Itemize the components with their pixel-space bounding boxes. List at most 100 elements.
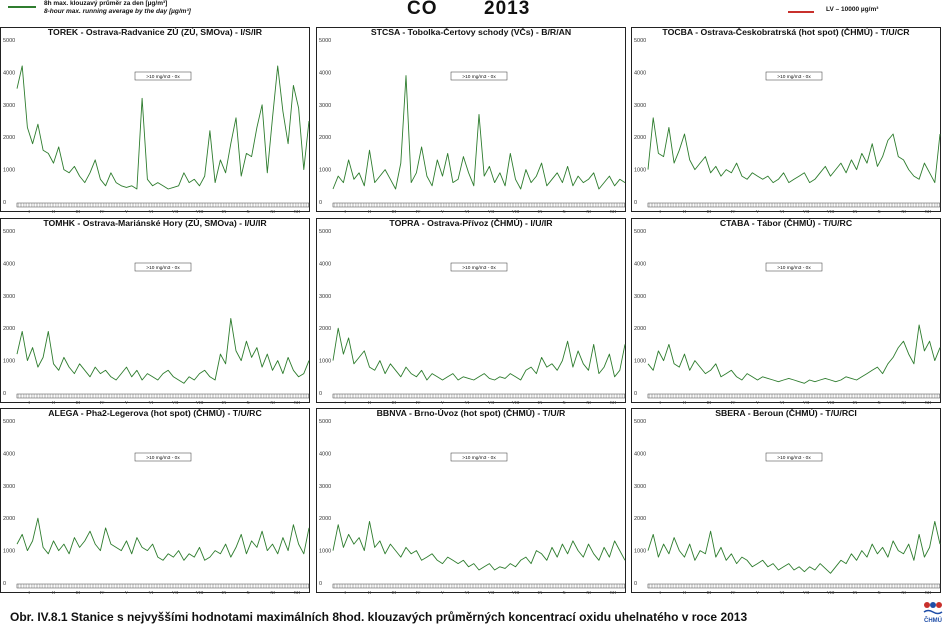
annotation: >10 mg/m3 - 0x: [765, 452, 823, 462]
legend-series-swatch: [8, 6, 36, 8]
x-tick-label: XI: [270, 209, 275, 213]
x-axis-band: [647, 202, 941, 208]
x-tick-label: III: [76, 209, 81, 213]
y-tick-label: 2000: [634, 135, 646, 141]
annotation-text: >10 mg/m3 - 0x: [462, 265, 496, 271]
chart-title: TOPRA - Ostrava-Přívoz (ČHMÚ) - I/U/IR: [389, 218, 553, 228]
x-tick-label: XII: [925, 590, 932, 594]
annotation-text: >10 mg/m3 - 0x: [462, 74, 496, 80]
x-tick-label: VII: [803, 590, 810, 594]
x-tick-label: IV: [100, 209, 105, 213]
x-tick-label: IX: [537, 590, 542, 594]
y-tick-label: 3000: [319, 103, 331, 109]
annotation-text: >10 mg/m3 - 0x: [462, 455, 496, 461]
chart-panel: TOMHK - Ostrava-Mariánské Hory (ZÚ, SMOv…: [0, 218, 310, 404]
annotation-box: [450, 452, 508, 462]
series-line: [332, 327, 626, 381]
x-tick-label: XII: [294, 209, 301, 213]
x-tick-label: VIII: [512, 209, 520, 213]
y-tick-label: 0: [634, 581, 637, 587]
x-tick-label: V: [756, 400, 760, 404]
y-tick-label: 2000: [3, 326, 15, 332]
x-axis-band: [16, 583, 310, 589]
y-tick-label: 2000: [3, 516, 15, 522]
annotation-text: >10 mg/m3 - 0x: [777, 455, 811, 461]
x-tick-label: VII: [172, 209, 179, 213]
x-tick-label: X: [563, 209, 567, 213]
x-tick-label: II: [52, 590, 55, 594]
x-tick-label: XI: [270, 590, 275, 594]
x-axis-band: [332, 583, 626, 589]
legend-series-label-cz: 8h max. klouzavý průměr za den [µg/m³]: [44, 0, 168, 7]
y-tick-label: 5000: [319, 419, 331, 425]
x-tick-label: IX: [852, 590, 857, 594]
y-tick-label: 3000: [634, 294, 646, 300]
x-tick-label: III: [392, 590, 397, 594]
x-tick-label: IX: [221, 590, 226, 594]
y-tick-label: 1000: [3, 549, 15, 555]
chart-title: BBNVA - Brno-Úvoz (hot spot) (ČHMÚ) - T/…: [376, 408, 566, 418]
chart-title: ALEGA - Pha2-Legerova (hot spot) (ČHMÚ) …: [48, 408, 262, 418]
annotation-text: >10 mg/m3 - 0x: [777, 74, 811, 80]
annotation: >10 mg/m3 - 0x: [134, 71, 192, 81]
x-tick-label: IV: [416, 400, 421, 404]
x-tick-label: II: [683, 400, 686, 404]
x-tick-label: IX: [852, 209, 857, 213]
y-tick-label: 1000: [634, 168, 646, 174]
x-tick-label: I: [659, 209, 661, 213]
annotation-box: [765, 71, 823, 81]
y-tick-label: 4000: [634, 451, 646, 457]
x-tick-label: III: [392, 209, 397, 213]
x-tick-label: III: [707, 209, 712, 213]
annotation: >10 mg/m3 - 0x: [765, 71, 823, 81]
y-tick-label: 3000: [634, 484, 646, 490]
x-tick-label: X: [878, 400, 882, 404]
annotation-text: >10 mg/m3 - 0x: [146, 265, 180, 271]
y-tick-label: 3000: [319, 294, 331, 300]
y-tick-label: 1000: [319, 359, 331, 365]
annotation-box: [134, 262, 192, 272]
svg-text:ČHMÚ: ČHMÚ: [924, 617, 942, 624]
x-tick-label: III: [707, 400, 712, 404]
y-tick-label: 4000: [319, 261, 331, 267]
x-tick-label: V: [125, 590, 129, 594]
x-tick-label: VI: [779, 400, 784, 404]
y-tick-label: 5000: [3, 229, 15, 235]
x-tick-label: X: [247, 400, 251, 404]
x-tick-label: X: [563, 400, 567, 404]
y-tick-label: 5000: [319, 38, 331, 44]
x-tick-label: IX: [537, 400, 542, 404]
x-axis-band: [332, 202, 626, 208]
x-tick-label: V: [441, 400, 445, 404]
y-tick-label: 5000: [3, 38, 15, 44]
y-tick-label: 2000: [634, 326, 646, 332]
y-tick-label: 1000: [319, 168, 331, 174]
chart-panel: TOREK - Ostrava-Radvanice ZÚ (ZÚ, SMOva)…: [0, 27, 310, 213]
x-tick-label: X: [878, 590, 882, 594]
annotation-text: >10 mg/m3 - 0x: [146, 455, 180, 461]
y-tick-label: 5000: [634, 229, 646, 235]
x-tick-label: X: [247, 590, 251, 594]
x-tick-label: I: [659, 590, 661, 594]
x-tick-label: VII: [488, 209, 495, 213]
x-tick-label: XI: [586, 209, 591, 213]
y-tick-label: 4000: [319, 451, 331, 457]
x-axis-band: [647, 393, 941, 399]
x-tick-label: XII: [294, 590, 301, 594]
x-tick-label: IX: [537, 209, 542, 213]
y-tick-label: 3000: [319, 484, 331, 490]
x-tick-label: VII: [803, 400, 810, 404]
annotation-text: >10 mg/m3 - 0x: [777, 265, 811, 271]
x-tick-label: VIII: [196, 590, 204, 594]
series-line: [16, 65, 310, 190]
x-tick-label: II: [683, 590, 686, 594]
y-tick-label: 4000: [319, 70, 331, 76]
x-tick-label: V: [125, 209, 129, 213]
y-tick-label: 3000: [634, 103, 646, 109]
annotation-box: [134, 452, 192, 462]
x-tick-label: V: [756, 590, 760, 594]
annotation: >10 mg/m3 - 0x: [450, 71, 508, 81]
